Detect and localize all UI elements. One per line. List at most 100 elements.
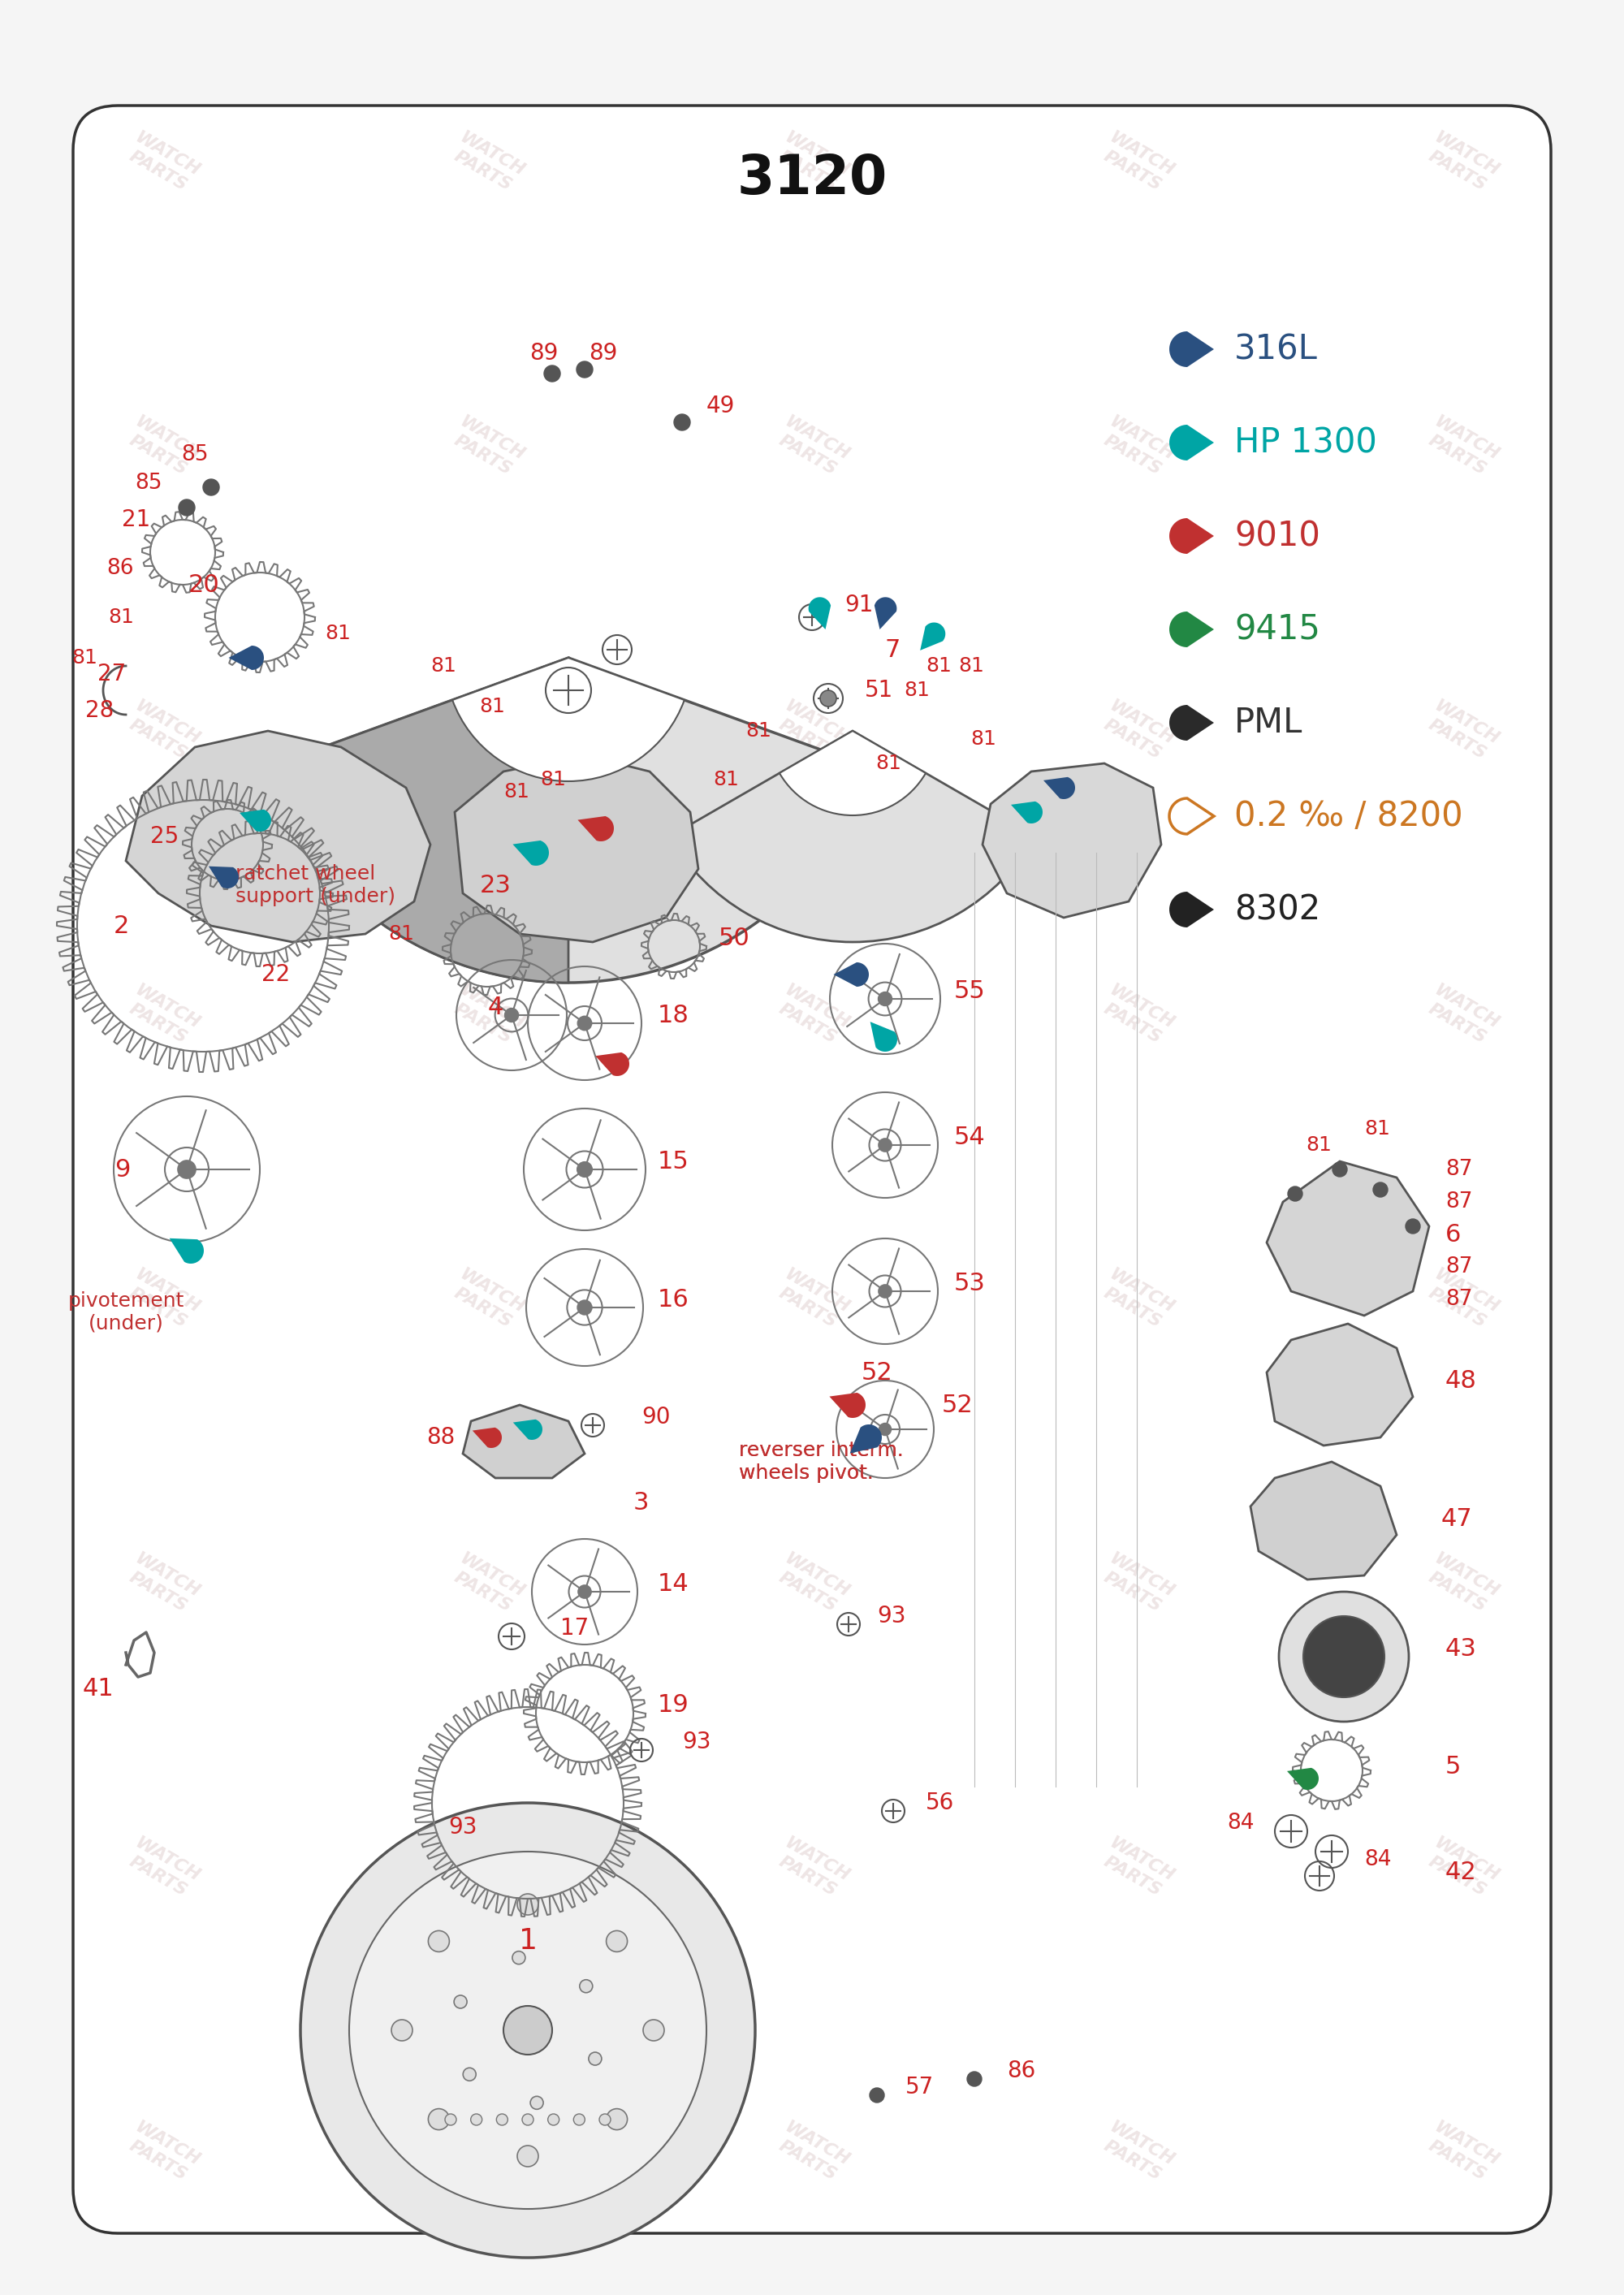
Circle shape [503, 2006, 552, 2054]
Circle shape [429, 2109, 450, 2130]
Polygon shape [1169, 799, 1215, 833]
Polygon shape [1267, 1324, 1413, 1446]
Text: WATCH
PARTS: WATCH PARTS [1421, 982, 1502, 1049]
Text: 89: 89 [529, 342, 559, 365]
Wedge shape [669, 730, 1036, 941]
Polygon shape [229, 645, 263, 670]
Text: 41: 41 [83, 1678, 114, 1701]
Text: WATCH
PARTS: WATCH PARTS [122, 2118, 203, 2185]
Text: 52: 52 [942, 1393, 973, 1416]
Text: 27: 27 [97, 663, 127, 686]
Text: 81: 81 [479, 698, 505, 716]
Circle shape [455, 1994, 468, 2008]
Circle shape [505, 1008, 518, 1021]
Polygon shape [1169, 425, 1215, 461]
Polygon shape [473, 1427, 502, 1448]
Text: 7: 7 [885, 638, 901, 661]
Circle shape [512, 1951, 525, 1965]
Text: 43: 43 [1445, 1636, 1476, 1659]
Text: 9415: 9415 [1234, 613, 1320, 647]
Text: 81: 81 [1364, 1120, 1390, 1138]
Text: WATCH
PARTS: WATCH PARTS [1421, 413, 1502, 480]
Polygon shape [1250, 1462, 1397, 1579]
Text: 81: 81 [430, 656, 456, 675]
Text: 51: 51 [864, 679, 893, 702]
Text: 56: 56 [926, 1792, 955, 1815]
Text: 81: 81 [541, 769, 565, 789]
Text: PML: PML [1234, 707, 1302, 739]
Text: 81: 81 [905, 682, 929, 700]
Text: WATCH
PARTS: WATCH PARTS [771, 1834, 853, 1900]
Text: 28: 28 [84, 700, 114, 723]
Text: 50: 50 [719, 927, 750, 950]
Circle shape [879, 1285, 892, 1297]
Polygon shape [1288, 1767, 1319, 1790]
Text: 86: 86 [1007, 2059, 1036, 2082]
Polygon shape [849, 1425, 882, 1453]
Polygon shape [578, 817, 614, 842]
Text: 316L: 316L [1234, 333, 1317, 367]
Text: 21: 21 [122, 509, 151, 530]
Polygon shape [874, 597, 896, 629]
Polygon shape [513, 840, 549, 865]
Text: 3: 3 [633, 1492, 650, 1515]
Text: HP 1300: HP 1300 [1234, 425, 1377, 459]
Circle shape [606, 2109, 627, 2130]
Text: WATCH
PARTS: WATCH PARTS [771, 2118, 853, 2185]
Circle shape [300, 1804, 755, 2258]
Text: WATCH
PARTS: WATCH PARTS [1421, 1834, 1502, 1900]
Text: 93: 93 [682, 1730, 711, 1753]
Text: WATCH
PARTS: WATCH PARTS [1421, 1267, 1502, 1333]
Circle shape [349, 1852, 706, 2208]
Text: 81: 81 [926, 656, 952, 675]
Text: WATCH
PARTS: WATCH PARTS [1421, 698, 1502, 764]
Circle shape [544, 365, 560, 381]
Text: 87: 87 [1445, 1159, 1473, 1180]
Polygon shape [1169, 519, 1215, 553]
Text: WATCH
PARTS: WATCH PARTS [122, 982, 203, 1049]
Text: 91: 91 [844, 594, 874, 617]
Polygon shape [596, 1053, 628, 1076]
Circle shape [968, 2072, 981, 2086]
Text: 84: 84 [1364, 1850, 1392, 1870]
Text: 14: 14 [658, 1572, 689, 1595]
Text: WATCH
PARTS: WATCH PARTS [447, 129, 528, 195]
Text: 53: 53 [955, 1271, 986, 1294]
Wedge shape [263, 659, 874, 982]
Text: WATCH
PARTS: WATCH PARTS [122, 1551, 203, 1618]
Circle shape [588, 2052, 601, 2066]
Text: reverser interm.
wheels pivot.: reverser interm. wheels pivot. [739, 1441, 903, 1483]
Circle shape [523, 2114, 534, 2125]
Polygon shape [1169, 893, 1215, 927]
Polygon shape [1044, 778, 1075, 799]
Text: 5: 5 [1445, 1756, 1462, 1779]
Circle shape [674, 413, 690, 431]
Text: 81: 81 [1306, 1136, 1332, 1154]
Polygon shape [169, 1239, 203, 1265]
Text: 16: 16 [658, 1287, 689, 1310]
Text: 81: 81 [875, 753, 901, 773]
Text: WATCH
PARTS: WATCH PARTS [447, 1551, 528, 1618]
Text: WATCH
PARTS: WATCH PARTS [771, 413, 853, 480]
Circle shape [879, 1138, 892, 1152]
Circle shape [463, 2068, 476, 2082]
Text: WATCH
PARTS: WATCH PARTS [447, 2118, 528, 2185]
Polygon shape [240, 810, 271, 831]
Circle shape [203, 480, 219, 496]
Text: 4: 4 [487, 996, 503, 1019]
Polygon shape [455, 755, 698, 941]
Text: 81: 81 [713, 769, 739, 789]
Text: 81: 81 [958, 656, 984, 675]
Text: WATCH
PARTS: WATCH PARTS [771, 982, 853, 1049]
Text: WATCH
PARTS: WATCH PARTS [1096, 1267, 1177, 1333]
Wedge shape [780, 730, 926, 815]
Text: 19: 19 [658, 1694, 689, 1717]
Text: 20: 20 [188, 574, 219, 597]
Text: 87: 87 [1445, 1191, 1473, 1212]
Text: 84: 84 [1228, 1813, 1254, 1834]
Text: WATCH
PARTS: WATCH PARTS [771, 698, 853, 764]
Text: 15: 15 [658, 1150, 689, 1173]
Polygon shape [1012, 801, 1043, 824]
Text: WATCH
PARTS: WATCH PARTS [1096, 129, 1177, 195]
Text: 87: 87 [1445, 1255, 1473, 1278]
